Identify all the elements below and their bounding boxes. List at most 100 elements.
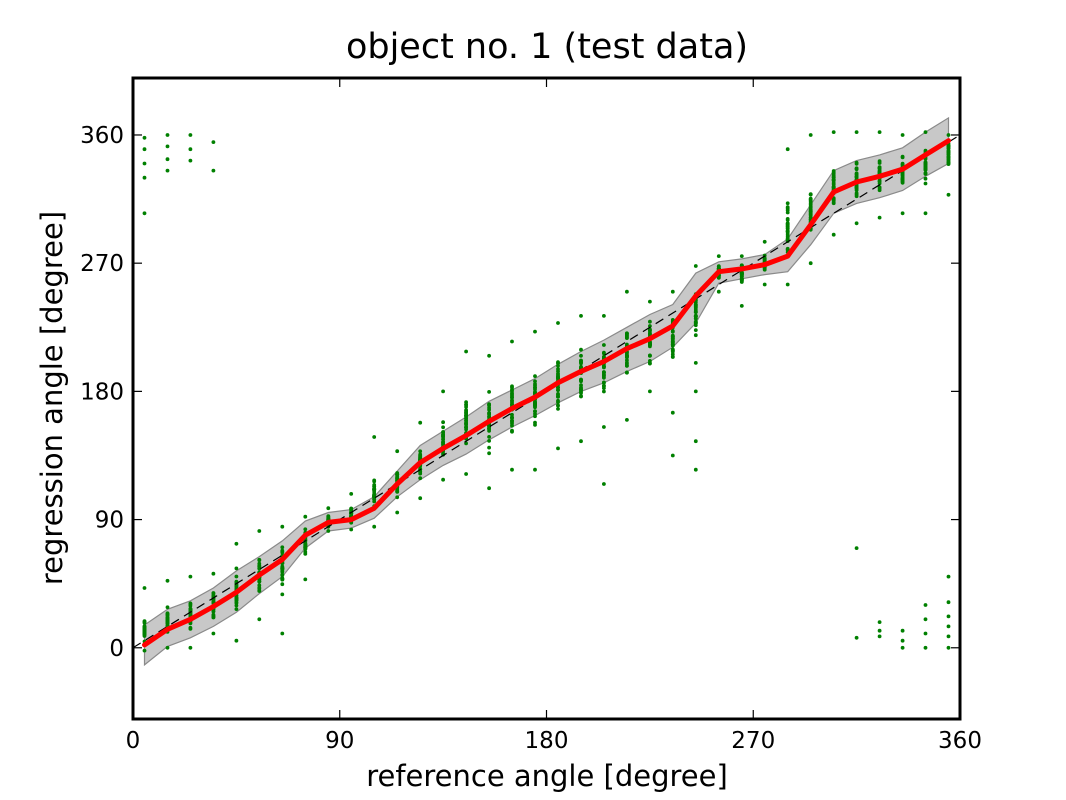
scatter-point	[418, 449, 423, 454]
scatter-point	[900, 211, 905, 216]
scatter-point	[464, 425, 468, 430]
scatter-point	[946, 574, 951, 579]
scatter-point	[487, 353, 491, 358]
scatter-point	[533, 467, 537, 472]
scatter-point	[716, 254, 721, 258]
scatter-point	[303, 550, 308, 554]
scatter-point	[165, 157, 170, 162]
scatter-point	[234, 541, 239, 546]
scatter-point	[556, 361, 560, 366]
scatter-point	[441, 425, 445, 430]
scatter-point	[602, 343, 606, 347]
scatter-point	[556, 407, 560, 411]
scatter-point	[831, 170, 836, 175]
scatter-point	[487, 451, 491, 456]
scatter-point	[693, 333, 698, 338]
scatter-point	[923, 130, 928, 135]
scatter-point	[556, 392, 560, 396]
scatter-point	[211, 631, 216, 636]
scatter-point	[946, 614, 951, 619]
x-tick-label: 180	[525, 728, 569, 754]
scatter-point	[372, 492, 377, 497]
scatter-point	[533, 390, 537, 395]
scatter-point	[556, 394, 560, 399]
scatter-point	[211, 591, 216, 596]
scatter-point	[487, 486, 491, 491]
scatter-point	[441, 477, 445, 482]
scatter-point	[648, 324, 652, 328]
scatter-point	[349, 527, 354, 532]
x-tick-label: 90	[325, 728, 354, 754]
scatter-point	[670, 336, 675, 341]
scatter-point	[487, 445, 491, 450]
y-tick-label: 270	[80, 251, 124, 277]
scatter-point	[257, 589, 262, 593]
scatter-point	[946, 192, 951, 197]
scatter-point	[556, 388, 560, 392]
scatter-point	[188, 574, 193, 579]
scatter-point	[946, 645, 951, 650]
x-tick-label: 0	[126, 728, 141, 754]
scatter-point	[418, 454, 423, 458]
scatter-point	[946, 157, 951, 161]
scatter-point	[648, 359, 652, 363]
scatter-point	[510, 384, 514, 389]
scatter-point	[487, 435, 491, 439]
scatter-point	[349, 492, 354, 496]
scatter-point	[188, 133, 193, 137]
axis-ticks: 0 90 180 270 360 0 90 180 270 360	[80, 78, 982, 754]
scatter-point	[625, 333, 629, 338]
scatter-point	[670, 453, 675, 458]
scatter-point	[808, 198, 813, 203]
scatter-point	[625, 418, 629, 422]
scatter-point	[648, 361, 652, 366]
scatter-point	[188, 627, 193, 631]
scatter-point	[579, 377, 583, 382]
scatter-point	[693, 320, 698, 325]
scatter-point	[854, 191, 859, 196]
scatter-point	[211, 615, 216, 620]
scatter-point	[280, 549, 285, 554]
scatter-point	[372, 524, 377, 529]
scatter-point	[648, 319, 652, 324]
scatter-point	[165, 578, 170, 583]
scatter-point	[946, 624, 951, 629]
scatter-point	[877, 179, 882, 183]
scatter-point	[670, 329, 675, 333]
scatter-point	[188, 158, 193, 163]
x-tick-label: 360	[938, 728, 982, 754]
scatter-point	[923, 164, 928, 169]
scatter-point	[142, 634, 147, 638]
scatter-point	[280, 569, 285, 573]
scatter-point	[602, 375, 606, 380]
scatter-point	[165, 605, 170, 610]
scatter-point	[831, 130, 836, 135]
scatter-point	[923, 211, 928, 216]
scatter-point	[831, 175, 836, 180]
scatter-point	[142, 161, 147, 166]
scatter-point	[579, 439, 583, 444]
scatter-point	[923, 631, 928, 636]
scatter-point	[257, 529, 262, 533]
scatter-point	[693, 389, 698, 394]
scatter-point	[510, 429, 514, 434]
scatter-point	[625, 289, 629, 294]
scatter-point	[556, 446, 560, 451]
scatter-point	[464, 472, 468, 476]
scatter-point	[693, 467, 698, 472]
scatter-point	[670, 354, 675, 359]
scatter-point	[739, 254, 744, 258]
scatter-point	[142, 648, 147, 653]
scatter-point	[808, 261, 813, 266]
scatter-point	[556, 376, 560, 380]
scatter-point	[556, 385, 560, 390]
scatter-point	[785, 201, 790, 206]
scatter-point	[234, 566, 239, 571]
scatter-point	[165, 617, 170, 622]
y-axis-label: regression angle [degree]	[35, 211, 69, 585]
scatter-point	[280, 582, 285, 587]
scatter-point	[648, 342, 652, 347]
scatter-point	[762, 257, 767, 261]
scatter-point	[785, 221, 790, 226]
scatter-point	[808, 201, 813, 206]
